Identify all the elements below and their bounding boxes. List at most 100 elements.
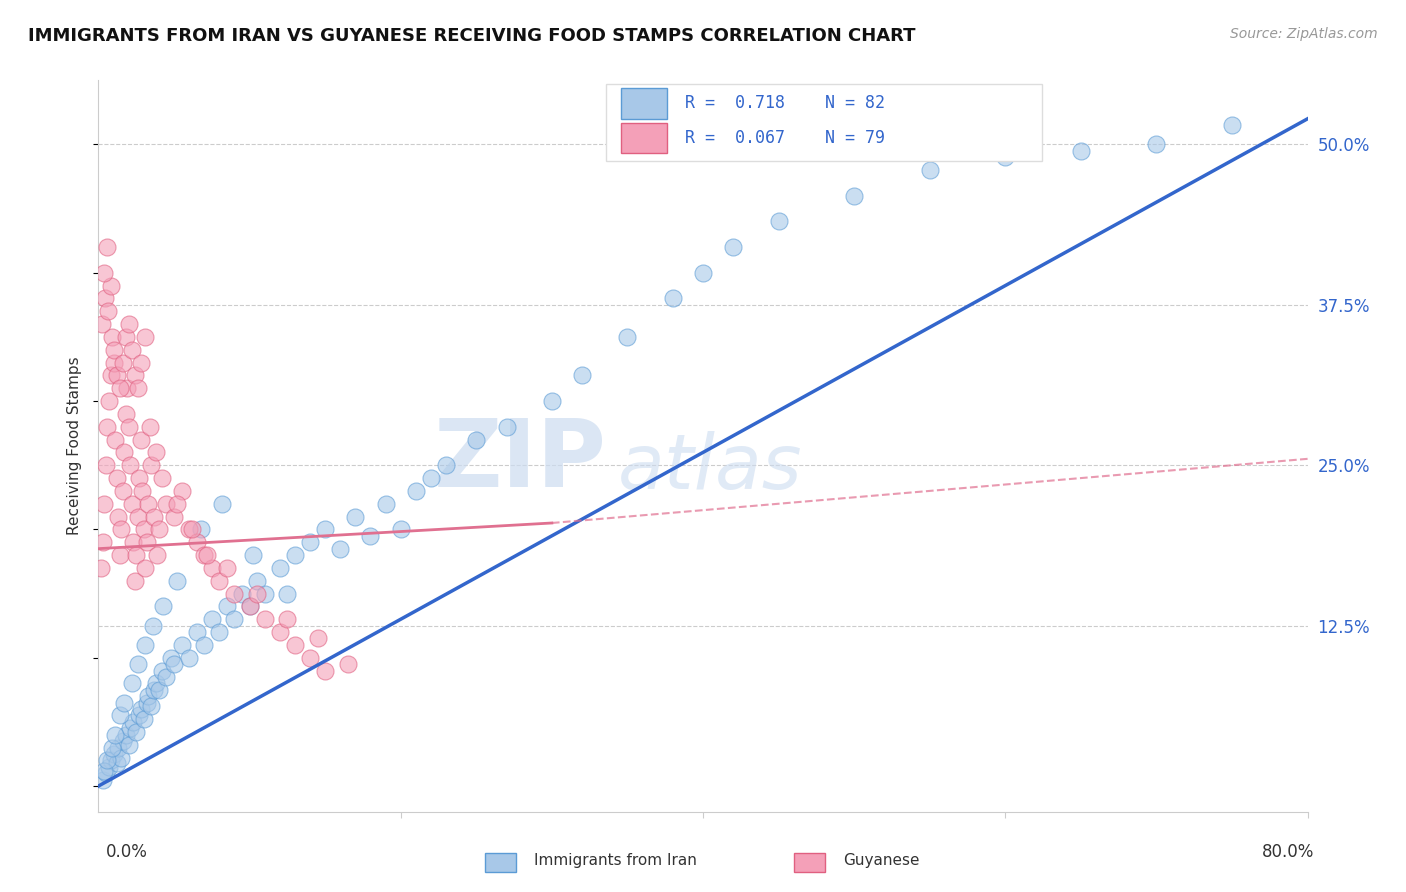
Point (329, 541, 352, 556)
Point (91, 772, 114, 787)
Point (122, 535, 145, 549)
Point (145, 445, 167, 459)
Point (112, 355, 135, 369)
Point (121, 676, 143, 690)
Point (181, 523, 204, 537)
Point (160, 650, 183, 665)
Point (170, 638, 193, 652)
Point (129, 702, 152, 716)
Point (269, 561, 291, 575)
Point (111, 734, 134, 748)
Point (127, 657, 149, 672)
Point (246, 586, 269, 600)
Text: 0.0%: 0.0% (105, 843, 148, 861)
Point (146, 548, 169, 562)
Point (100, 368, 122, 383)
Point (120, 458, 142, 473)
Point (94, 458, 117, 473)
Point (374, 497, 396, 511)
Text: ZIP: ZIP (433, 415, 606, 507)
Point (103, 355, 125, 369)
Point (150, 664, 173, 678)
Point (96, 753, 118, 767)
Point (211, 497, 233, 511)
Point (132, 712, 155, 726)
Point (299, 535, 322, 549)
Point (276, 612, 298, 626)
Point (360, 529, 382, 543)
Point (155, 497, 177, 511)
Point (994, 150, 1017, 164)
Point (253, 612, 276, 626)
Point (121, 343, 143, 357)
Point (284, 638, 307, 652)
Point (93, 266, 115, 280)
Point (405, 483, 427, 498)
Point (136, 690, 159, 704)
Point (104, 728, 127, 742)
Point (344, 509, 367, 524)
Point (193, 638, 215, 652)
Point (100, 278, 122, 293)
Point (215, 599, 238, 614)
Point (163, 509, 186, 524)
Text: atlas: atlas (619, 431, 803, 505)
Text: R =  0.718    N = 82: R = 0.718 N = 82 (685, 94, 884, 112)
Point (299, 650, 322, 665)
Point (139, 419, 162, 434)
Point (103, 747, 125, 761)
Point (148, 682, 170, 697)
Point (179, 650, 201, 665)
Point (122, 714, 145, 729)
Point (163, 657, 186, 672)
Point (90, 561, 112, 575)
Point (118, 317, 141, 331)
Point (239, 599, 262, 614)
Point (253, 586, 276, 600)
Point (692, 266, 714, 280)
Point (131, 483, 153, 498)
Point (284, 548, 307, 562)
Point (186, 535, 208, 549)
Point (136, 497, 159, 511)
Point (91, 317, 114, 331)
Point (125, 548, 148, 562)
Point (134, 561, 156, 575)
Point (201, 612, 224, 626)
Point (495, 419, 517, 434)
Point (242, 548, 264, 562)
Point (768, 214, 790, 228)
Point (93, 764, 115, 778)
Point (434, 458, 457, 473)
Point (110, 381, 132, 395)
Point (336, 657, 359, 672)
Y-axis label: Receiving Food Stamps: Receiving Food Stamps (67, 357, 83, 535)
Point (1146, 137, 1168, 152)
Point (127, 381, 149, 395)
Point (190, 523, 212, 537)
Point (114, 728, 136, 742)
Point (148, 523, 170, 537)
Point (118, 419, 141, 434)
Point (571, 368, 593, 383)
Point (132, 523, 155, 537)
Point (101, 330, 124, 344)
Point (723, 240, 745, 254)
Point (307, 632, 329, 646)
Point (661, 292, 683, 306)
Point (94, 766, 117, 780)
Point (134, 638, 156, 652)
Text: Source: ZipAtlas.com: Source: ZipAtlas.com (1230, 27, 1378, 41)
Point (97, 304, 120, 318)
Point (1220, 118, 1243, 132)
Point (276, 586, 298, 600)
Point (143, 509, 166, 524)
Point (616, 330, 638, 344)
Point (100, 753, 122, 767)
Point (131, 355, 153, 369)
FancyBboxPatch shape (621, 123, 666, 153)
Point (170, 483, 193, 498)
Point (124, 368, 146, 383)
Text: IMMIGRANTS FROM IRAN VS GUYANESE RECEIVING FOOD STAMPS CORRELATION CHART: IMMIGRANTS FROM IRAN VS GUYANESE RECEIVI… (28, 27, 915, 45)
Point (128, 708, 150, 723)
